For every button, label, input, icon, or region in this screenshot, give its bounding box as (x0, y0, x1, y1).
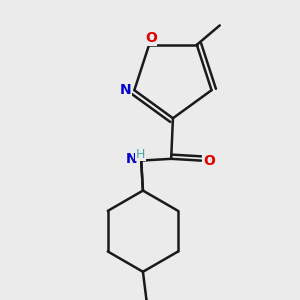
Text: N: N (120, 83, 131, 97)
Text: O: O (145, 32, 157, 46)
Text: H: H (136, 148, 145, 161)
Text: N: N (126, 152, 138, 166)
Text: O: O (203, 154, 215, 168)
